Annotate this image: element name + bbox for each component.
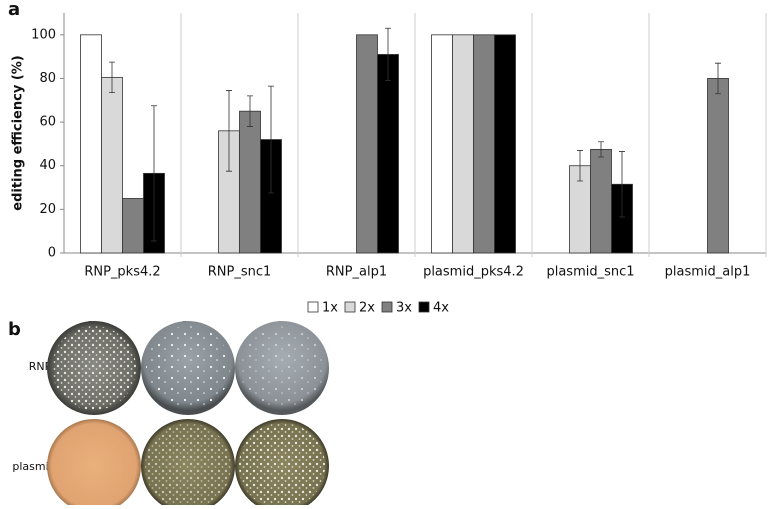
bar <box>431 34 453 254</box>
legend-swatch <box>381 301 393 313</box>
plate-row-label: RNP <box>29 360 52 373</box>
bar <box>377 54 399 254</box>
y-axis-label: editing efficiency (%) <box>11 55 26 211</box>
bar <box>590 148 612 254</box>
error-bar <box>109 61 115 94</box>
plate-colonies <box>146 326 230 410</box>
bar <box>707 78 729 254</box>
x-tick-label: plasmid_alp1 <box>665 265 751 280</box>
plate-colonies <box>240 326 324 410</box>
plate-colonies <box>239 423 325 509</box>
error-bar <box>268 85 274 194</box>
error-bar <box>226 90 232 172</box>
plot: 0 20 40 60 80 100 RNP_pks4.2 RNP_snc1 RNP_alp1 pl… <box>31 13 767 316</box>
x-tick-label: RNP_snc1 <box>208 265 272 280</box>
error-bar <box>247 95 253 127</box>
legend-label: 2x <box>359 301 375 316</box>
legend-swatch <box>344 301 356 313</box>
bar <box>494 34 516 254</box>
error-bar <box>577 150 583 182</box>
bar <box>101 76 123 254</box>
y-tick-label: 20 <box>39 202 56 217</box>
plates: 2x 3x 4x RNP plasmid <box>12 319 329 509</box>
y-tick-label: 100 <box>31 27 56 42</box>
y-tick-label: 80 <box>39 71 56 86</box>
y-tick-label: 40 <box>39 158 56 173</box>
x-tick-label: plasmid_pks4.2 <box>423 265 524 280</box>
x-tick-label: RNP_alp1 <box>326 265 387 280</box>
legend-label: 1x <box>322 301 338 316</box>
plate-row-label: plasmid <box>12 460 55 473</box>
plate-colonies <box>145 423 231 509</box>
legend-swatch <box>418 301 430 313</box>
error-bar <box>619 151 625 218</box>
x-tick-label: RNP_pks4.2 <box>84 265 160 280</box>
bar <box>452 34 474 254</box>
panel-label: a <box>8 0 20 20</box>
error-bar <box>151 105 157 242</box>
bar <box>80 34 102 254</box>
bar <box>473 34 495 254</box>
plate-colonies <box>52 326 136 410</box>
panel-label: b <box>8 319 21 340</box>
y-tick-label: 60 <box>39 115 56 130</box>
legend-swatch <box>307 301 319 313</box>
legend-label: 4x <box>433 301 449 316</box>
error-bar <box>715 62 721 95</box>
bar <box>122 198 144 254</box>
plate-photo <box>47 419 141 509</box>
legend-label: 3x <box>396 301 412 316</box>
error-bar <box>385 27 391 82</box>
bar <box>356 34 378 254</box>
y-tick-label: 0 <box>48 246 56 261</box>
error-bar <box>598 141 604 158</box>
x-tick-label: plasmid_snc1 <box>546 265 634 280</box>
bar <box>239 110 261 254</box>
